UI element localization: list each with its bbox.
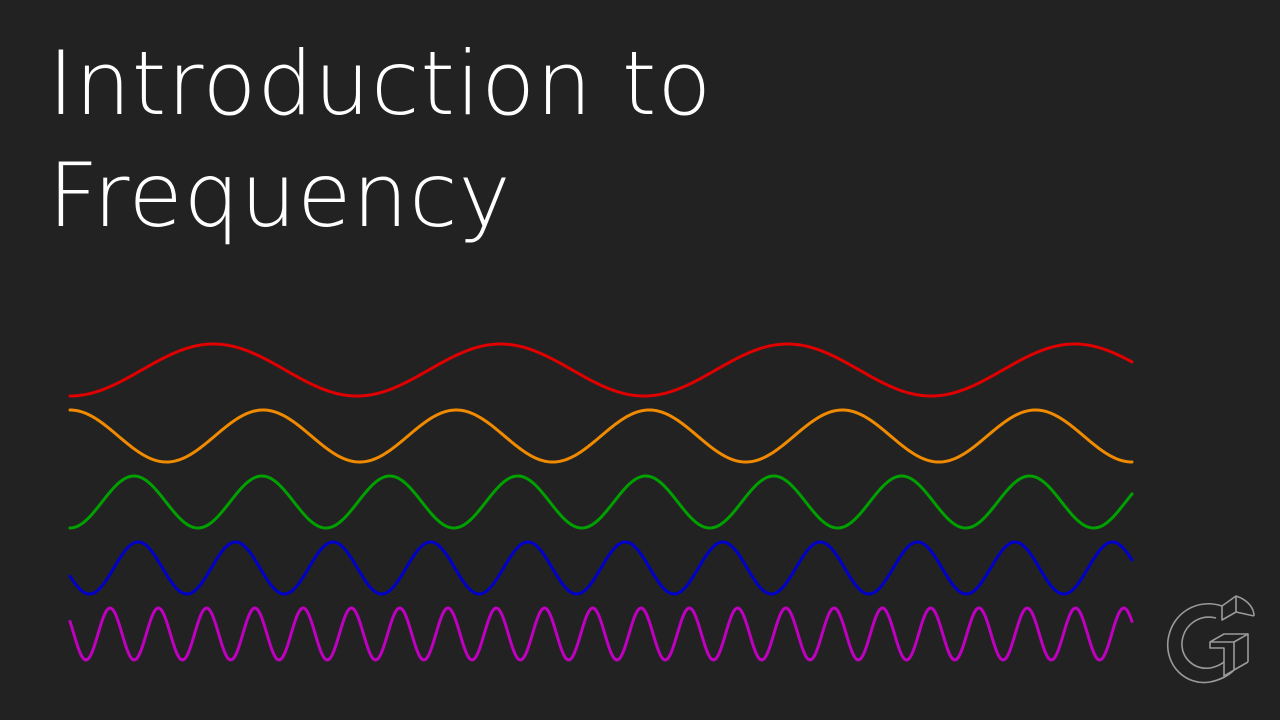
isometric-g-logo-icon	[1167, 595, 1255, 684]
wave-red	[68, 342, 1134, 398]
page-title: Introduction to Frequency	[48, 28, 712, 252]
wave-green	[68, 474, 1134, 530]
wave-blue	[68, 540, 1134, 596]
wave-orange	[68, 408, 1134, 464]
title-line-2: Frequency	[48, 144, 512, 247]
wave-magenta	[68, 606, 1134, 662]
title-line-1: Introduction to	[48, 32, 713, 135]
